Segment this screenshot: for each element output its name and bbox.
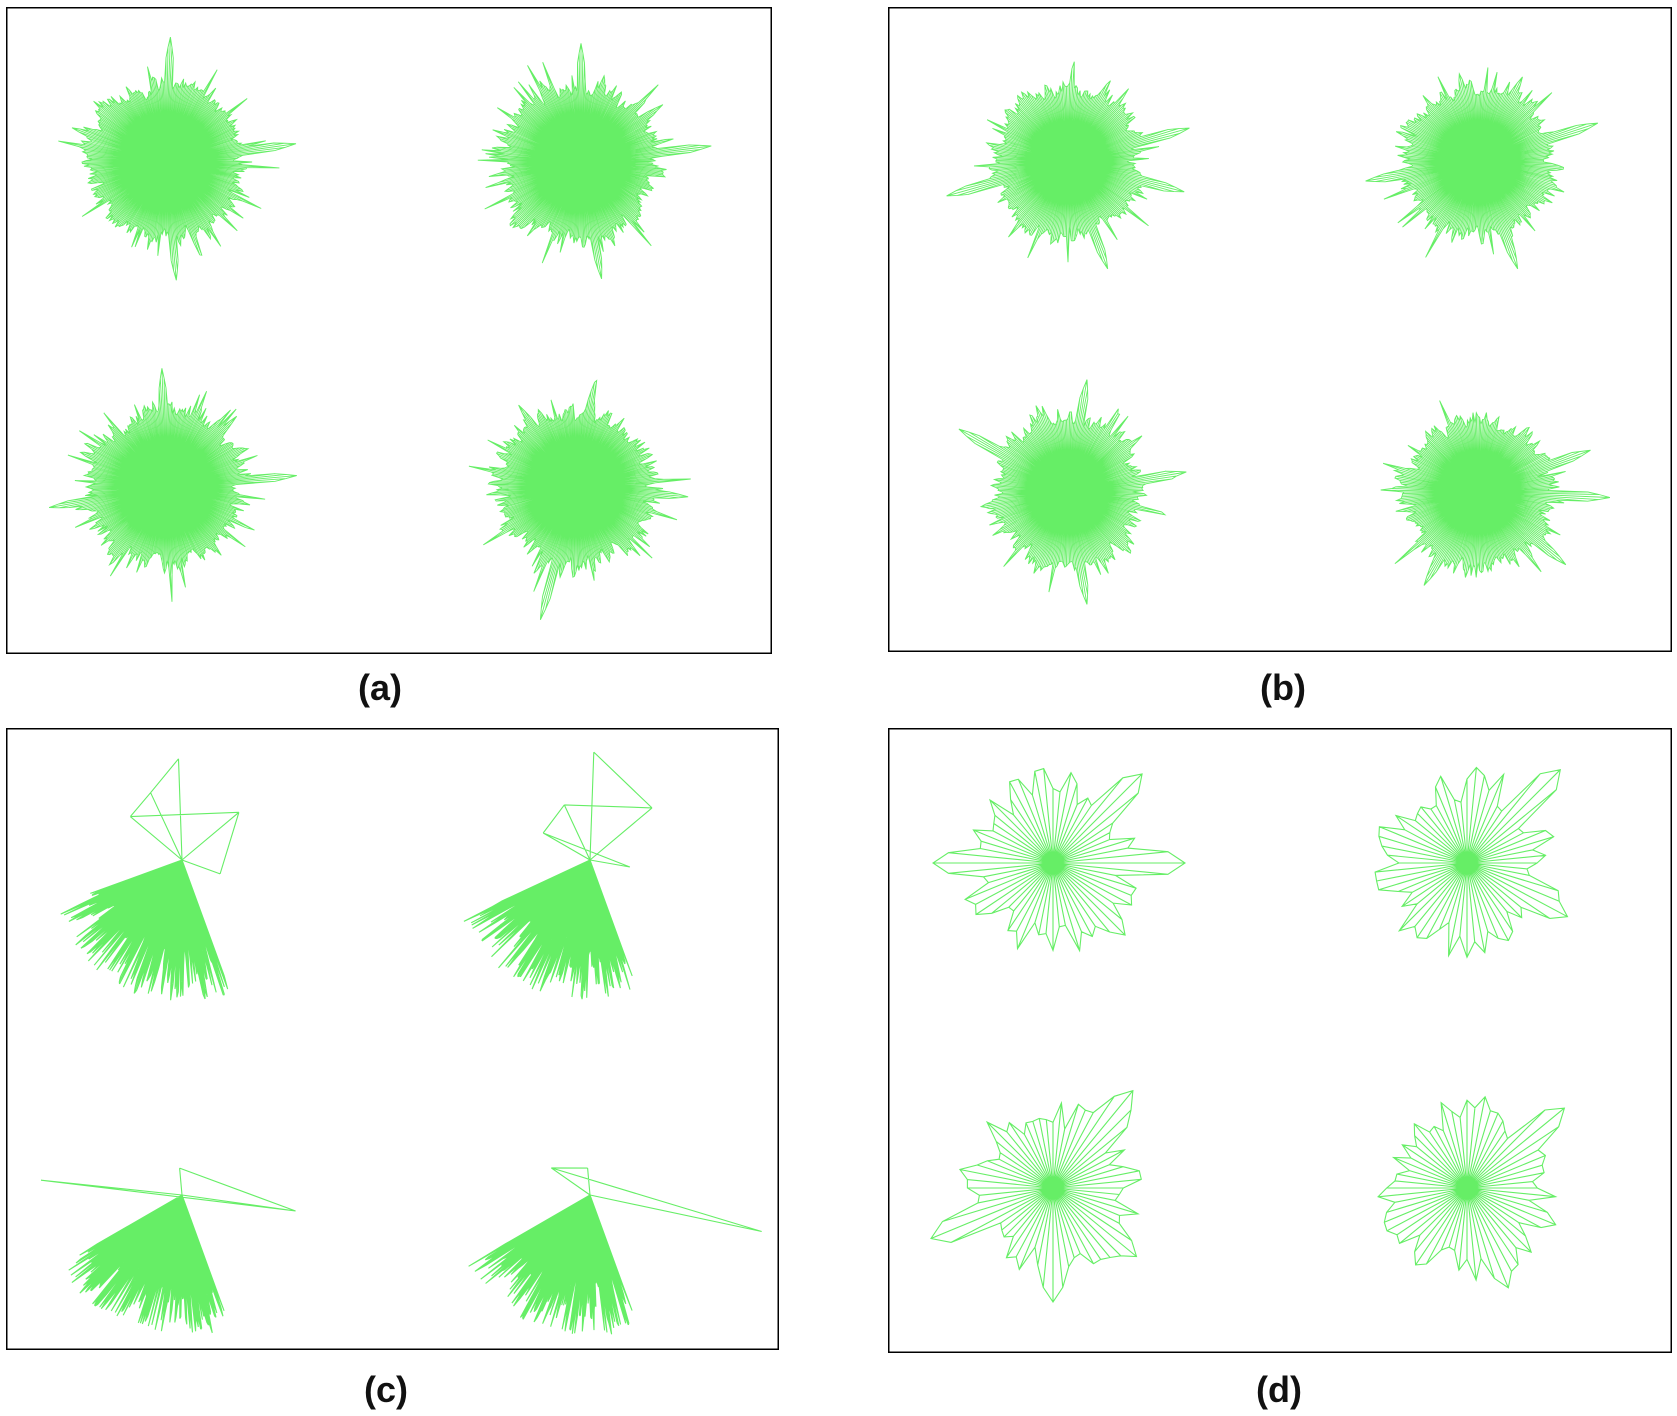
star-glyph bbox=[477, 43, 712, 280]
panel-b bbox=[888, 7, 1672, 652]
panel-frame bbox=[6, 728, 779, 1350]
star-glyph bbox=[1380, 400, 1611, 586]
panel-frame bbox=[888, 728, 1672, 1353]
panel-frame bbox=[6, 7, 772, 654]
glyph-spokes bbox=[930, 1089, 1142, 1303]
panel-d-svg bbox=[888, 728, 1672, 1353]
glyph-spokes bbox=[48, 368, 297, 602]
glyph-spokes bbox=[477, 43, 712, 280]
glyph-spokes bbox=[58, 36, 297, 281]
caption-a: (a) bbox=[358, 667, 402, 708]
panel-d bbox=[888, 728, 1672, 1353]
glyph-spokes bbox=[932, 767, 1186, 953]
caption-b: (b) bbox=[1260, 667, 1306, 708]
panel-b-svg bbox=[888, 7, 1672, 652]
glyph-spokes bbox=[468, 1167, 762, 1335]
caption-c: (c) bbox=[364, 1369, 408, 1410]
panel-a-svg bbox=[6, 7, 772, 654]
glyph-spokes bbox=[958, 379, 1187, 605]
glyph-spokes bbox=[1377, 1095, 1566, 1289]
glyph-spokes bbox=[1374, 766, 1569, 959]
star-glyph bbox=[1377, 1095, 1566, 1289]
caption-d: (d) bbox=[1256, 1369, 1302, 1410]
star-glyph bbox=[930, 1089, 1142, 1303]
star-glyph bbox=[58, 36, 297, 281]
star-glyph bbox=[48, 368, 297, 602]
glyph-spokes bbox=[463, 751, 653, 1000]
star-glyph bbox=[1365, 67, 1599, 270]
star-glyph bbox=[958, 379, 1187, 605]
star-glyph bbox=[1374, 766, 1569, 959]
panel-c-svg bbox=[6, 728, 779, 1350]
glyph-spokes bbox=[468, 379, 691, 620]
star-glyph bbox=[946, 61, 1190, 270]
glyph-spokes bbox=[1380, 400, 1611, 586]
glyph-spokes bbox=[60, 758, 240, 1001]
star-glyph bbox=[40, 1167, 296, 1334]
star-glyph bbox=[932, 767, 1186, 953]
star-glyph bbox=[468, 1167, 762, 1335]
glyph-spokes bbox=[40, 1167, 296, 1334]
panel-a bbox=[6, 7, 772, 654]
glyph-spokes bbox=[1365, 67, 1599, 270]
star-glyph bbox=[468, 379, 691, 620]
star-glyph bbox=[60, 758, 240, 1001]
glyph-spokes bbox=[946, 61, 1190, 270]
panel-frame bbox=[888, 7, 1672, 652]
panel-c bbox=[6, 728, 779, 1350]
star-glyph bbox=[463, 751, 653, 1000]
